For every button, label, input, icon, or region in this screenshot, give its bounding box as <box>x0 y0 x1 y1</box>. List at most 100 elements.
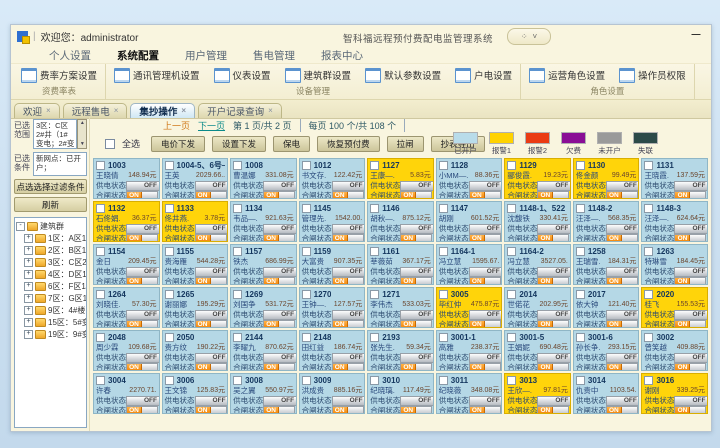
switch-toggle-on[interactable]: ON <box>537 319 570 327</box>
switch-toggle-on[interactable]: ON <box>605 405 638 413</box>
next-page-link[interactable]: 下一页 <box>198 120 226 131</box>
meter-card[interactable]: 1271 李伟杰 533.03元 供电状态 OFF 合闸状态 ON <box>367 287 434 328</box>
switch-toggle-on[interactable]: ON <box>331 319 364 327</box>
meter-checkbox[interactable] <box>575 160 585 170</box>
meter-checkbox[interactable] <box>507 203 517 213</box>
switch-toggle-on[interactable]: ON <box>605 362 638 370</box>
refresh-button[interactable]: 刷新 <box>14 197 87 212</box>
quick-access-toolbar[interactable]: ⁘ ˅ <box>507 28 551 45</box>
meter-checkbox[interactable] <box>370 203 380 213</box>
meter-checkbox[interactable] <box>233 332 243 342</box>
meter-card[interactable]: 1008 曹温娜 331.08元 供电状态 OFF 合闸状态 ON <box>230 158 297 199</box>
ribbon-button[interactable]: 费率方案设置 <box>21 67 97 83</box>
meter-checkbox[interactable] <box>164 203 174 213</box>
toolbar-button[interactable]: 设置下发 <box>212 135 267 152</box>
expand-icon[interactable]: + <box>24 233 33 243</box>
menu-item[interactable]: 报表中心 <box>321 49 363 62</box>
meter-checkbox[interactable] <box>370 246 380 256</box>
supply-toggle-off[interactable]: OFF <box>605 309 639 320</box>
supply-toggle-off[interactable]: OFF <box>468 309 502 320</box>
meter-checkbox[interactable] <box>301 203 311 213</box>
meter-checkbox[interactable] <box>507 246 517 256</box>
tree-node[interactable]: +9区：4#楼电井 <box>16 304 86 316</box>
grid-icon[interactable]: ⁘ <box>520 32 528 41</box>
supply-toggle-off[interactable]: OFF <box>126 352 159 363</box>
switch-toggle-on[interactable]: ON <box>400 319 433 327</box>
supply-toggle-off[interactable]: OFF <box>331 395 365 406</box>
meter-card[interactable]: 3004 许春 2270.71. 供电状态 OFF 合闸状态 ON <box>93 373 160 414</box>
meter-checkbox[interactable] <box>370 160 380 170</box>
meter-checkbox[interactable] <box>164 289 174 299</box>
meter-checkbox[interactable] <box>644 203 654 213</box>
meter-checkbox[interactable] <box>507 375 517 385</box>
switch-toggle-on[interactable]: ON <box>126 319 158 327</box>
switch-toggle-on[interactable]: ON <box>331 190 364 198</box>
meter-checkbox[interactable] <box>164 246 174 256</box>
switch-toggle-on[interactable]: ON <box>331 276 364 284</box>
switch-toggle-on[interactable]: ON <box>468 190 501 198</box>
meter-card[interactable]: 3001-5 王娟妮 690.48元 供电状态 OFF 合闸状态 ON <box>504 330 571 371</box>
switch-toggle-on[interactable]: ON <box>605 276 638 284</box>
meter-card[interactable]: 1148-1、522 沈馥铁 330.41元 供电状态 OFF 合闸状态 ON <box>504 201 571 242</box>
supply-toggle-off[interactable]: OFF <box>400 266 433 277</box>
spinner-down-icon[interactable]: ▼ <box>79 141 85 147</box>
meter-card[interactable]: 1131 王晓霞. 137.59元 供电状态 OFF 合闸状态 ON <box>641 158 708 199</box>
range-spinner[interactable]: ▲ ▼ <box>77 119 88 149</box>
supply-toggle-off[interactable]: OFF <box>537 309 570 320</box>
supply-toggle-off[interactable]: OFF <box>126 395 159 406</box>
tab[interactable]: 远程售电 × <box>62 103 128 118</box>
meter-card[interactable]: 1157 铁杰 686.99元 供电状态 OFF 合闸状态 ON <box>230 244 297 285</box>
meter-checkbox[interactable] <box>370 332 380 342</box>
tree-node[interactable]: +6区：F区1#井 <box>16 280 86 292</box>
switch-toggle-on[interactable]: ON <box>194 405 227 413</box>
switch-toggle-on[interactable]: ON <box>468 233 501 241</box>
supply-toggle-off[interactable]: OFF <box>400 352 433 363</box>
supply-toggle-off[interactable]: OFF <box>194 223 228 234</box>
supply-toggle-off[interactable]: OFF <box>537 180 570 191</box>
meter-checkbox[interactable] <box>575 203 585 213</box>
switch-toggle-on[interactable]: ON <box>194 362 227 370</box>
ribbon-button[interactable]: 仪表设置 <box>213 67 271 83</box>
menu-item[interactable]: 个人设置 <box>49 49 91 62</box>
meter-checkbox[interactable] <box>438 289 448 299</box>
switch-toggle-on[interactable]: ON <box>126 405 158 413</box>
switch-toggle-on[interactable]: ON <box>126 233 158 241</box>
supply-toggle-off[interactable]: OFF <box>194 309 228 320</box>
switch-toggle-on[interactable]: ON <box>263 276 296 284</box>
meter-checkbox[interactable] <box>507 332 517 342</box>
expand-icon[interactable]: + <box>24 329 33 339</box>
meter-checkbox[interactable] <box>301 375 311 385</box>
supply-toggle-off[interactable]: OFF <box>537 223 570 234</box>
expand-icon[interactable]: + <box>24 281 33 291</box>
meter-checkbox[interactable] <box>233 246 243 256</box>
supply-toggle-off[interactable]: OFF <box>537 352 570 363</box>
supply-toggle-off[interactable]: OFF <box>400 223 433 234</box>
meter-checkbox[interactable] <box>575 289 585 299</box>
expand-icon[interactable]: + <box>24 317 33 327</box>
meter-checkbox[interactable] <box>301 332 311 342</box>
meter-card[interactable]: 3001-6 孙长争. 293.15元 供电状态 OFF 合闸状态 ON <box>572 330 640 371</box>
supply-toggle-off[interactable]: OFF <box>674 223 708 234</box>
supply-toggle-off[interactable]: OFF <box>468 180 502 191</box>
meter-card[interactable]: 1004-5、6号— 王英 2029.66.. 供电状态 OFF 合闸状态 ON <box>161 158 229 199</box>
meter-checkbox[interactable] <box>644 289 654 299</box>
meter-card[interactable]: 2048 周少霖 109.68元 供电状态 OFF 合闸状态 ON <box>93 330 160 371</box>
meter-card[interactable]: 2020 桂飞 155.53元 供电状态 OFF 合闸状态 ON <box>641 287 708 328</box>
expand-icon[interactable]: + <box>24 269 33 279</box>
switch-toggle-on[interactable]: ON <box>194 233 227 241</box>
switch-toggle-on[interactable]: ON <box>263 405 296 413</box>
switch-toggle-on[interactable]: ON <box>194 319 227 327</box>
ribbon-button[interactable]: 操作员权限 <box>619 67 686 83</box>
supply-toggle-off[interactable]: OFF <box>605 395 639 406</box>
supply-toggle-off[interactable]: OFF <box>194 180 228 191</box>
supply-toggle-off[interactable]: OFF <box>537 395 570 406</box>
meter-card[interactable]: 1265 谢丽娜 195.29元 供电状态 OFF 合闸状态 ON <box>161 287 229 328</box>
meter-checkbox[interactable] <box>164 332 174 342</box>
meter-checkbox[interactable] <box>644 375 654 385</box>
meter-checkbox[interactable] <box>438 160 448 170</box>
switch-toggle-on[interactable]: ON <box>331 362 364 370</box>
switch-toggle-on[interactable]: ON <box>674 190 707 198</box>
menu-item[interactable]: 售电管理 <box>253 49 295 62</box>
switch-toggle-on[interactable]: ON <box>331 405 364 413</box>
supply-toggle-off[interactable]: OFF <box>126 223 159 234</box>
